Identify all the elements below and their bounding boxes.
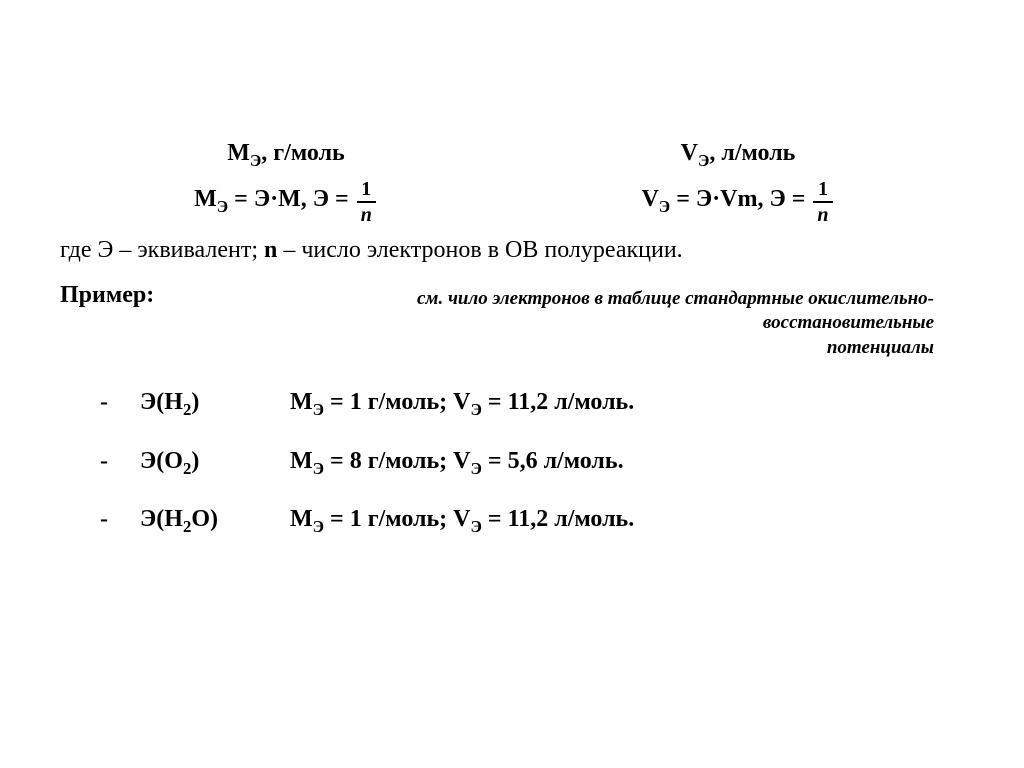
mass-eq: = Э·М, Э =	[228, 186, 349, 212]
mass-formula: МЭ = Э·М, Э = 1 n	[60, 179, 512, 225]
vol-fraction: 1 n	[813, 179, 832, 225]
example-values: МЭ = 1 г/моль; VЭ = 11,2 л/моль.	[290, 506, 964, 537]
mass-unit-header: МЭ, г/моль	[60, 140, 512, 171]
mass-sub: Э	[250, 151, 261, 170]
mass-unit: , г/моль	[261, 140, 344, 166]
vol-lhs-sub: Э	[659, 197, 670, 216]
species-label: Э(Н2)	[140, 389, 290, 420]
species-label: Э(О2)	[140, 448, 290, 479]
volume-unit-header: VЭ, л/моль	[512, 140, 964, 171]
example-row: - Э(Н2) МЭ = 1 г/моль; VЭ = 11,2 л/моль.	[60, 389, 964, 420]
bullet-dash: -	[60, 448, 140, 475]
vol-symbol: V	[681, 140, 698, 166]
unit-headers: МЭ, г/моль VЭ, л/моль	[60, 140, 964, 171]
mass-fraction: 1 n	[357, 179, 376, 225]
example-row: - Э(Н2О) МЭ = 1 г/моль; VЭ = 11,2 л/моль…	[60, 506, 964, 537]
frac-num: 1	[813, 179, 832, 203]
frac-num: 1	[357, 179, 376, 203]
species-label: Э(Н2О)	[140, 506, 290, 537]
definition-line: где Э – эквивалент; n – число электронов…	[60, 237, 964, 264]
bullet-dash: -	[60, 506, 140, 533]
reference-note: см. чило электронов в таблице стандартны…	[60, 287, 964, 361]
frac-den: n	[357, 203, 376, 225]
example-values: МЭ = 8 г/моль; VЭ = 5,6 л/моль.	[290, 448, 964, 479]
note-line-2: потенциалы	[827, 337, 934, 358]
mass-symbol: М	[227, 140, 250, 166]
note-line-1: см. чило электронов в таблице стандартны…	[417, 288, 934, 334]
frac-den: n	[813, 203, 832, 225]
example-row: - Э(О2) МЭ = 8 г/моль; VЭ = 5,6 л/моль.	[60, 448, 964, 479]
example-values: МЭ = 1 г/моль; VЭ = 11,2 л/моль.	[290, 389, 964, 420]
def-prefix: где Э – эквивалент;	[60, 237, 264, 263]
def-suffix: – число электронов в ОВ полуреакции.	[277, 237, 682, 263]
mass-lhs-sym: М	[194, 186, 217, 212]
document-body: МЭ, г/моль VЭ, л/моль МЭ = Э·М, Э = 1 n …	[60, 140, 964, 565]
vol-unit: , л/моль	[709, 140, 795, 166]
def-n: n	[264, 237, 277, 263]
vol-eq: = Э·Vm, Э =	[670, 186, 805, 212]
mass-lhs-sub: Э	[217, 197, 228, 216]
bullet-dash: -	[60, 389, 140, 416]
formula-row: МЭ = Э·М, Э = 1 n VЭ = Э·Vm, Э = 1 n	[60, 179, 964, 225]
vol-lhs-sym: V	[641, 186, 658, 212]
vol-sub: Э	[698, 151, 709, 170]
volume-formula: VЭ = Э·Vm, Э = 1 n	[512, 179, 964, 225]
